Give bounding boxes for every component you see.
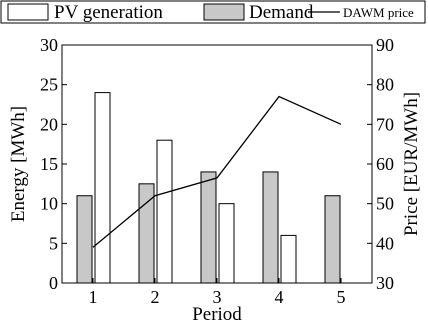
- tick-label-right-30: 30: [376, 273, 394, 293]
- right-ticks: 30 40 50 60 70 80 90: [367, 35, 394, 293]
- bar-pv-2: [156, 139, 173, 284]
- bar-pv-3: [218, 203, 235, 284]
- tick-label-left-30: 30: [40, 35, 58, 55]
- tick-label-x-2: 2: [151, 287, 160, 307]
- tick-label-left-15: 15: [40, 154, 58, 174]
- y-axis-label-right: Price [EUR/MWh]: [401, 92, 422, 236]
- tick-label-right-60: 60: [376, 154, 394, 174]
- bar-demand-1: [76, 195, 93, 284]
- tick-label-right-40: 40: [376, 233, 394, 253]
- tick-label-left-25: 25: [40, 75, 58, 95]
- tick-label-x-1: 1: [89, 287, 98, 307]
- tick-label-right-90: 90: [376, 35, 394, 55]
- bar-demand-4: [262, 171, 279, 284]
- tick-label-left-5: 5: [49, 233, 58, 253]
- y-axis-label: Energy [MWh]: [8, 106, 29, 222]
- tick-label-right-50: 50: [376, 194, 394, 214]
- tick-label-right-80: 80: [376, 75, 394, 95]
- legend-label-demand: Demand: [249, 2, 314, 23]
- price-line-group: [92, 95, 342, 248]
- bars-group: [76, 92, 341, 284]
- tick-label-x-3: 3: [213, 287, 222, 307]
- bar-pv-1: [94, 92, 111, 284]
- x-ticks: 1 2 3 4 5: [89, 278, 346, 307]
- tick-label-x-4: 4: [275, 287, 284, 307]
- legend-swatch-pv: [7, 3, 49, 21]
- tick-label-left-20: 20: [40, 114, 58, 134]
- price-line: [92, 95, 342, 248]
- x-axis-label: Period: [192, 304, 242, 325]
- tick-label-left-10: 10: [40, 194, 58, 214]
- tick-label-x-5: 5: [337, 287, 346, 307]
- tick-label-left-0: 0: [49, 273, 58, 293]
- bar-pv-4: [280, 234, 297, 284]
- bar-demand-2: [138, 183, 155, 284]
- bar-demand-5: [324, 195, 341, 284]
- legend: PV generation Demand DAWM price: [0, 0, 426, 24]
- left-ticks: 0 5 10 15 20 25 30: [40, 35, 67, 293]
- legend-label-price: DAWM price: [343, 5, 414, 20]
- legend-label-pv: PV generation: [54, 2, 163, 23]
- bar-demand-3: [200, 171, 217, 284]
- legend-swatch-demand: [203, 3, 245, 21]
- tick-label-right-70: 70: [376, 114, 394, 134]
